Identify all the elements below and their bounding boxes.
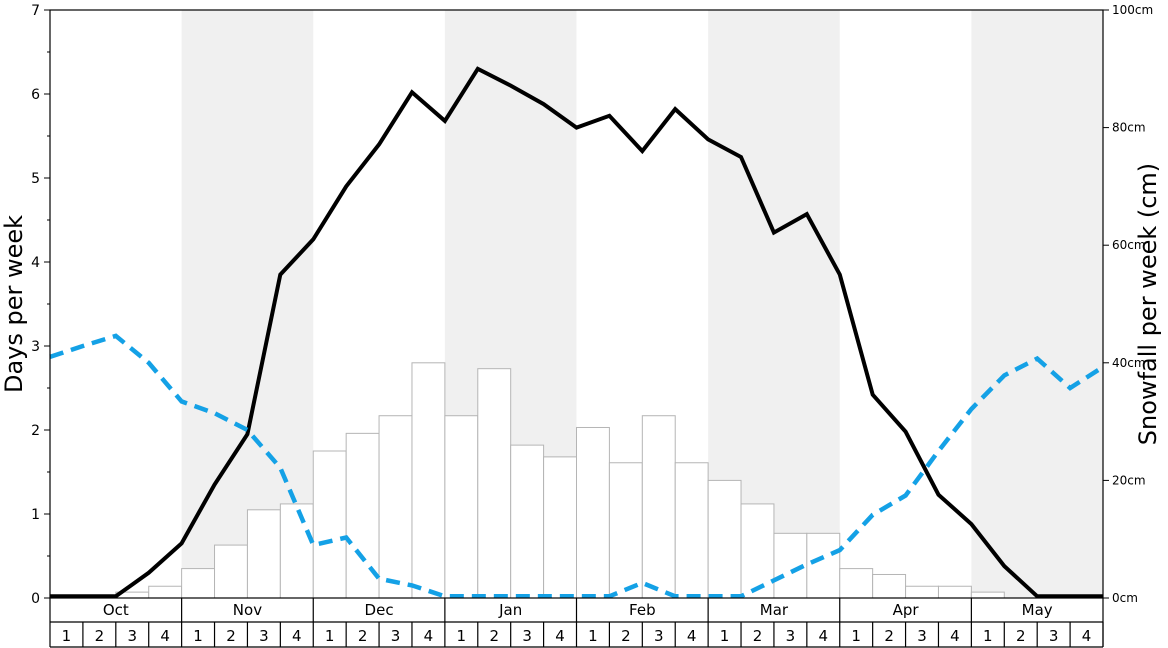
snowfall-bar <box>477 368 512 599</box>
right-tick-label: 20cm <box>1112 473 1146 487</box>
month-label: Dec <box>365 601 394 619</box>
right-tick-label: 60cm <box>1112 238 1146 252</box>
week-label: 4 <box>292 627 302 645</box>
snowfall-bar <box>312 450 347 599</box>
month-label: Oct <box>103 601 129 619</box>
week-label: 4 <box>819 627 829 645</box>
snowfall-bar <box>937 585 972 599</box>
week-label: 3 <box>786 627 796 645</box>
week-label: 1 <box>325 627 335 645</box>
snowfall-bar <box>510 444 545 599</box>
snowfall-bar <box>905 585 939 599</box>
week-label: 1 <box>983 627 993 645</box>
left-axis: 0 1 2 3 4 5 6 7 <box>31 3 50 607</box>
solid-line <box>50 66 1103 599</box>
snowfall-bar <box>707 479 742 599</box>
month-label: Apr <box>893 601 920 619</box>
week-label: 3 <box>654 627 664 645</box>
right-tick-label: 0cm <box>1112 591 1138 605</box>
snowfall-bar <box>872 573 907 599</box>
left-tick-label: 7 <box>31 3 40 19</box>
week-label: 1 <box>62 627 72 645</box>
snowfall-bar <box>740 503 775 599</box>
left-tick-label: 2 <box>31 423 40 439</box>
week-label: 1 <box>720 627 730 645</box>
week-label: 1 <box>588 627 598 645</box>
snowfall-bar <box>181 568 216 599</box>
left-tick-label: 5 <box>31 171 40 187</box>
right-axis: 0cm 20cm 40cm 60cm 80cm 100cm <box>1103 3 1153 605</box>
month-label: Nov <box>233 601 262 619</box>
week-label: 3 <box>127 627 137 645</box>
week-label: 2 <box>95 627 105 645</box>
week-label: 1 <box>193 627 203 645</box>
week-label: 1 <box>851 627 861 645</box>
week-label: 3 <box>391 627 401 645</box>
week-label: 3 <box>522 627 532 645</box>
month-label: May <box>1022 601 1053 619</box>
week-label: 2 <box>1016 627 1026 645</box>
week-label: 2 <box>489 627 499 645</box>
week-label: 4 <box>687 627 697 645</box>
week-label: 1 <box>457 627 467 645</box>
week-label: 2 <box>226 627 236 645</box>
left-tick-label: 4 <box>31 255 40 271</box>
left-tick-label: 3 <box>31 339 40 355</box>
dashed-line <box>49 333 1105 599</box>
week-label: 2 <box>358 627 368 645</box>
left-tick-label: 1 <box>31 507 40 523</box>
right-tick-label: 80cm <box>1112 121 1146 135</box>
left-tick-label: 0 <box>31 591 40 607</box>
snowfall-bar <box>378 415 413 599</box>
snowfall-bar <box>576 426 610 599</box>
week-label: 2 <box>884 627 894 645</box>
month-shade-nov <box>181 10 314 598</box>
snowfall-bar <box>411 362 446 599</box>
month-shading <box>181 10 1103 598</box>
right-tick-label: 40cm <box>1112 356 1146 370</box>
right-tick-label: 100cm <box>1112 3 1153 17</box>
month-label: Mar <box>760 601 789 619</box>
snowfall-bar <box>641 415 676 599</box>
week-label: 3 <box>1049 627 1059 645</box>
snowfall-bar <box>839 568 874 599</box>
snowfall-bar <box>608 462 643 599</box>
snowfall-bar <box>543 456 577 599</box>
snowfall-bar <box>444 415 479 599</box>
month-label: Jan <box>498 601 522 619</box>
y-axis-label-right: Snowfall per week (cm) <box>1134 163 1162 445</box>
y-axis-label-left: Days per week <box>0 215 28 393</box>
week-label: 3 <box>259 627 269 645</box>
week-label: 3 <box>917 627 927 645</box>
x-axis: Oct 1 2 3 4 Nov 1 2 3 4 Dec 1 2 3 4 Jan 1 2 3 4 Feb 1 2 3 4 Mar 1 2… <box>49 598 1104 648</box>
week-label: 2 <box>621 627 631 645</box>
snowfall-bar <box>806 532 841 599</box>
snowfall-bar <box>148 585 183 599</box>
month-label: Feb <box>629 601 656 619</box>
snowfall-bar <box>970 591 1005 599</box>
month-shade-may <box>971 10 1103 598</box>
week-label: 4 <box>950 627 960 645</box>
series-lines <box>49 66 1105 599</box>
snowfall-bar <box>246 509 281 599</box>
week-label: 4 <box>555 627 565 645</box>
week-label: 2 <box>753 627 763 645</box>
snowfall-bar <box>214 544 248 599</box>
week-label: 4 <box>160 627 170 645</box>
snowfall-bar <box>674 462 709 599</box>
week-label: 4 <box>1082 627 1092 645</box>
snowfall-bars <box>115 362 1005 599</box>
week-label: 4 <box>424 627 434 645</box>
left-tick-label: 6 <box>31 87 40 103</box>
snowfall-bar <box>279 503 314 599</box>
